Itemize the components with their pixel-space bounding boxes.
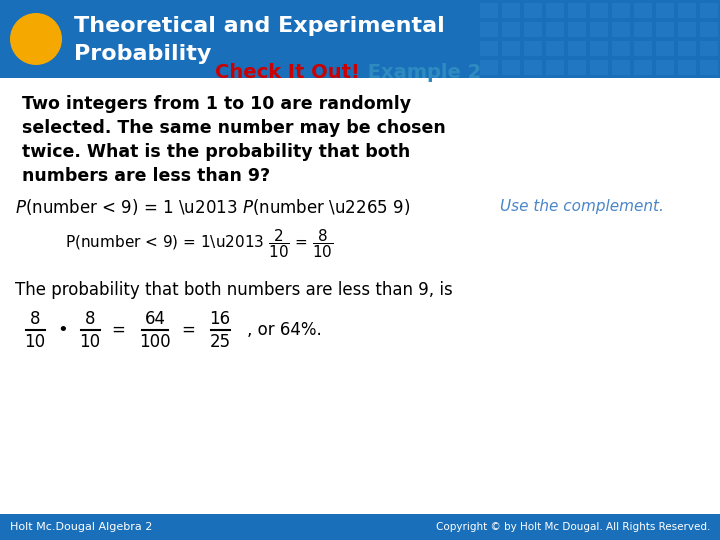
Bar [634,41,652,56]
Bar [0,514,720,540]
Text: twice. What is the probability that both: twice. What is the probability that both [22,143,410,161]
Text: Use the complement.: Use the complement. [500,199,664,214]
Bar [678,60,696,75]
Text: 16: 16 [210,310,230,328]
Text: 8: 8 [30,310,40,328]
Bar [502,41,520,56]
Text: 100: 100 [139,333,171,351]
Text: •: • [58,321,68,339]
Bar [546,3,564,18]
Text: , or 64%.: , or 64%. [247,321,322,339]
Bar [480,60,498,75]
Bar [568,3,586,18]
Text: Theoretical and Experimental: Theoretical and Experimental [74,16,445,36]
Text: 64: 64 [145,310,166,328]
Bar [678,22,696,37]
Bar [612,41,630,56]
Bar [524,22,542,37]
Bar [568,41,586,56]
Bar [590,41,608,56]
Bar [546,22,564,37]
Bar [524,41,542,56]
Bar [656,3,674,18]
Bar [480,41,498,56]
Bar [0,0,720,78]
Text: numbers are less than 9?: numbers are less than 9? [22,167,270,185]
Text: 10: 10 [24,333,45,351]
Text: 8: 8 [85,310,95,328]
Bar [634,3,652,18]
Bar [590,22,608,37]
Text: Check It Out!: Check It Out! [215,63,360,82]
Bar [524,3,542,18]
Text: The probability that both numbers are less than 9, is: The probability that both numbers are le… [15,281,453,299]
Bar [700,3,718,18]
Bar [700,22,718,37]
Bar [502,3,520,18]
Bar [656,22,674,37]
Bar [612,60,630,75]
Bar [612,22,630,37]
Bar [568,22,586,37]
Bar [700,60,718,75]
Bar [590,60,608,75]
Text: Example 2: Example 2 [361,63,481,82]
Bar [502,60,520,75]
Bar [546,60,564,75]
Text: 25: 25 [210,333,230,351]
Bar [656,41,674,56]
Bar [502,22,520,37]
Bar [656,60,674,75]
Bar [634,22,652,37]
Bar [678,3,696,18]
Circle shape [10,13,62,65]
Bar [524,60,542,75]
Bar [634,60,652,75]
Text: Holt Mc.Dougal Algebra 2: Holt Mc.Dougal Algebra 2 [10,522,153,532]
Bar [568,60,586,75]
Bar [590,3,608,18]
Text: Copyright © by Holt Mc Dougal. All Rights Reserved.: Copyright © by Holt Mc Dougal. All Right… [436,522,710,532]
Bar [700,41,718,56]
Bar [480,3,498,18]
Text: $\mathit{P}$(number < 9) = 1 \u2013 $\mathit{P}$(number \u2265 9): $\mathit{P}$(number < 9) = 1 \u2013 $\ma… [15,197,410,217]
Bar [612,3,630,18]
Text: 10: 10 [79,333,101,351]
Text: =: = [111,321,125,339]
Text: P(number < 9) = 1\u2013 $\dfrac{2}{10}$ = $\dfrac{8}{10}$: P(number < 9) = 1\u2013 $\dfrac{2}{10}$ … [65,228,333,260]
Text: =: = [181,321,195,339]
Text: selected. The same number may be chosen: selected. The same number may be chosen [22,119,446,137]
Bar [678,41,696,56]
Bar [480,22,498,37]
Text: Two integers from 1 to 10 are randomly: Two integers from 1 to 10 are randomly [22,95,411,113]
Text: Probability: Probability [74,44,212,64]
Bar [546,41,564,56]
